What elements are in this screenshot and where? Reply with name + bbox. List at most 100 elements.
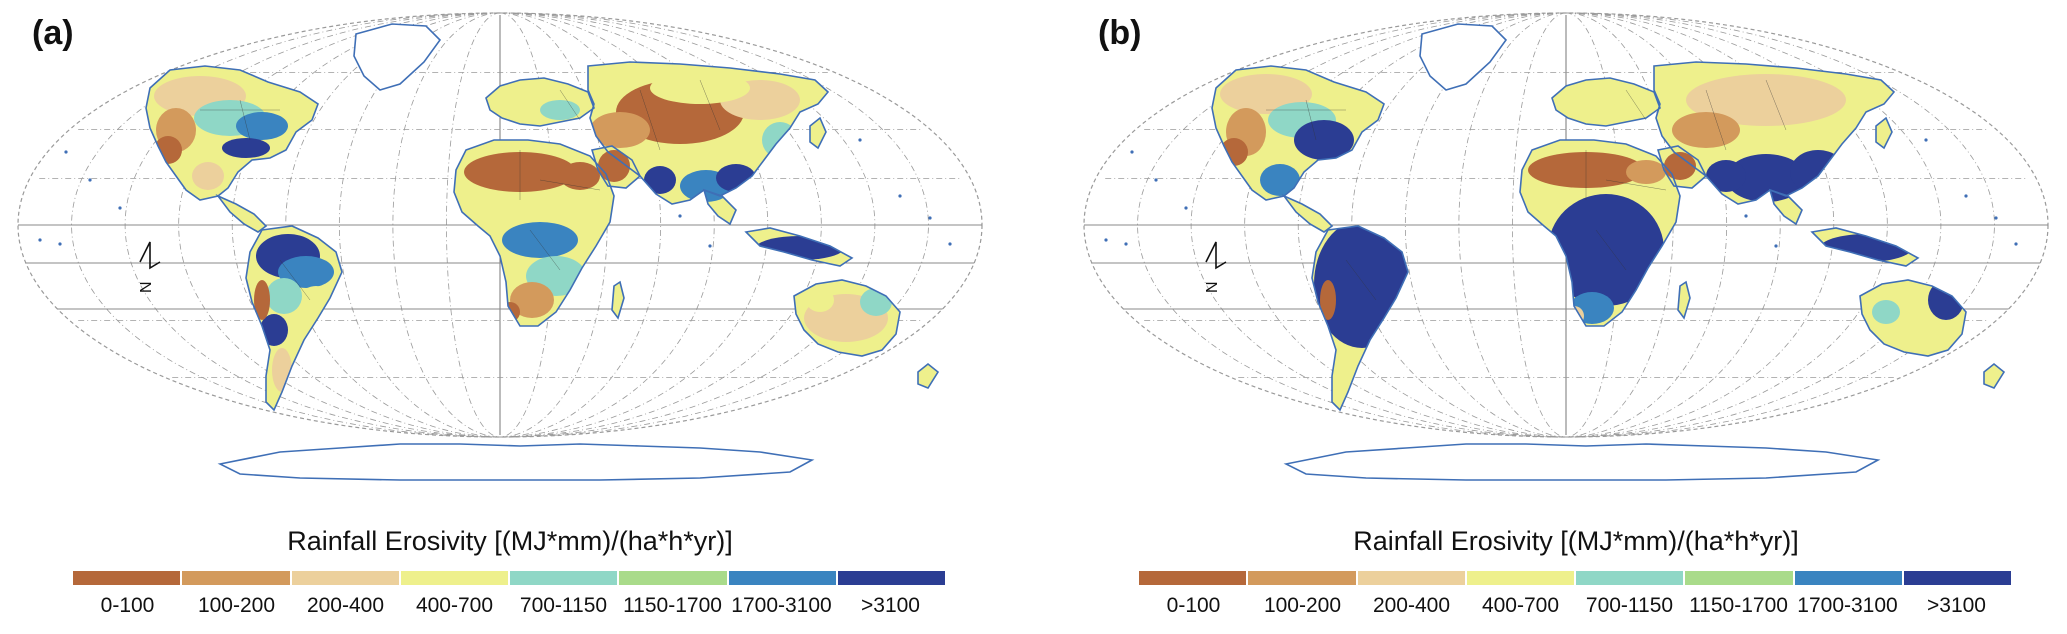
- country-border: [1595, 229, 1627, 271]
- meridian: [446, 12, 501, 438]
- legend-swatch: [1794, 571, 1904, 585]
- island: [678, 214, 682, 218]
- island: [1184, 206, 1188, 210]
- legend-title: Rainfall Erosivity [(MJ*mm)/(ha*h*yr)]: [1353, 526, 1799, 556]
- legend-swatch: [1576, 571, 1686, 585]
- legend-swatch: [1139, 571, 1249, 585]
- north-arrow-icon: [139, 241, 161, 270]
- meridian: [499, 12, 822, 438]
- map-panel-b: (b) N Rainfall Erosivity [(MJ*mm)/(ha*h*…: [1066, 0, 2067, 634]
- legend-label: 100-200: [1263, 594, 1342, 617]
- erosivity-region: [480, 194, 580, 222]
- land-base: [146, 24, 938, 410]
- antarctica-outline: [1283, 443, 1881, 481]
- country-border: [279, 259, 311, 301]
- africa-coastline: [1519, 139, 1681, 327]
- legend-swatch: [728, 571, 838, 585]
- indochina-coastline: [1768, 188, 1803, 226]
- erosivity-region: [266, 278, 302, 314]
- erosivity-region: [1326, 348, 1350, 392]
- island: [88, 178, 92, 182]
- country-border: [1705, 89, 1727, 151]
- meridian: [178, 12, 501, 438]
- country-border: [639, 89, 661, 151]
- legend-swatch: [182, 571, 292, 585]
- meridian: [499, 12, 608, 438]
- island: [1154, 178, 1158, 182]
- legend-label: 200-400: [306, 594, 385, 617]
- legend-label: 0-100: [100, 594, 155, 617]
- erosivity-region: [560, 162, 600, 190]
- island: [38, 238, 42, 242]
- erosivity-region: [302, 286, 330, 306]
- island: [1924, 138, 1928, 142]
- country-border: [1605, 179, 1667, 191]
- madagascar-coastline: [611, 280, 625, 320]
- centralAmerica-coastline: [215, 194, 268, 233]
- north-arrow-icon: [1205, 241, 1227, 270]
- island: [1744, 214, 1748, 218]
- meridian: [499, 12, 662, 438]
- erosivity-region: [236, 112, 288, 140]
- country-border: [529, 229, 561, 271]
- erosivity-region: [1336, 94, 1372, 114]
- arabia-coastline: [1656, 145, 1707, 189]
- erosivity-region: [540, 100, 580, 120]
- legend-swatch: [837, 571, 945, 585]
- legend-swatch: [1248, 571, 1358, 585]
- europe-coastline: [1551, 77, 1661, 127]
- erosivity-region: [1320, 280, 1336, 320]
- meridian: [1565, 12, 1888, 438]
- greenland-outline: [1419, 23, 1508, 91]
- indonesia-coastline: [744, 227, 854, 267]
- erosivity-region: [1260, 164, 1300, 196]
- island: [898, 194, 902, 198]
- country-border: [1345, 259, 1377, 301]
- australia-coastline: [793, 279, 901, 357]
- island: [1124, 242, 1128, 246]
- southAmerica-coastline: [245, 225, 343, 412]
- country-border: [1625, 89, 1647, 121]
- legend-label: 1700-3100: [731, 594, 832, 617]
- southAmerica-coastline: [1311, 225, 1409, 412]
- legend-color-bar: [1139, 571, 2011, 585]
- erosivity-region: [500, 302, 520, 322]
- meridian: [1244, 12, 1567, 438]
- erosivity-region: [154, 136, 182, 164]
- erosivity-region: [268, 96, 304, 116]
- erosivity-region: [1626, 160, 1666, 184]
- erosivity-region: [272, 348, 292, 392]
- world-map: N: [17, 12, 983, 481]
- islands: [1104, 138, 2018, 248]
- legend-label: 700-1150: [519, 594, 608, 617]
- country-border: [239, 99, 251, 141]
- north-arrow-shape: [139, 241, 161, 270]
- panel-label: (b): [1098, 14, 1142, 52]
- world-map: N: [1083, 12, 2049, 481]
- australia-coastline: [1859, 279, 1967, 357]
- country-border: [559, 89, 581, 121]
- legend-label: 400-700: [1481, 594, 1560, 617]
- legend-swatch: [1685, 571, 1795, 585]
- meridian: [1512, 12, 1567, 438]
- meridian: [1565, 12, 1728, 438]
- legend-swatch: [510, 571, 620, 585]
- legend-label: >3100: [861, 594, 920, 617]
- legend-label: 400-700: [415, 594, 494, 617]
- legend-labels: 0-100 100-200 200-400 400-700 700-1150 1150-1…: [73, 594, 945, 618]
- meridian: [1565, 12, 1674, 438]
- country-border: [699, 79, 721, 131]
- island: [2014, 242, 2018, 246]
- erosivity-region: [1548, 194, 1664, 306]
- meridian: [1565, 12, 1620, 438]
- country-border: [539, 179, 601, 191]
- north-label: N: [1204, 281, 1221, 293]
- island: [1130, 150, 1134, 154]
- legend-swatch: [291, 571, 401, 585]
- island: [928, 216, 932, 220]
- erosivity-region: [644, 166, 676, 194]
- japan-coastline: [1875, 116, 1893, 150]
- africa-coastline: [453, 139, 615, 327]
- erosivity-region: [1608, 102, 1648, 122]
- erosivity-region: [1872, 300, 1900, 324]
